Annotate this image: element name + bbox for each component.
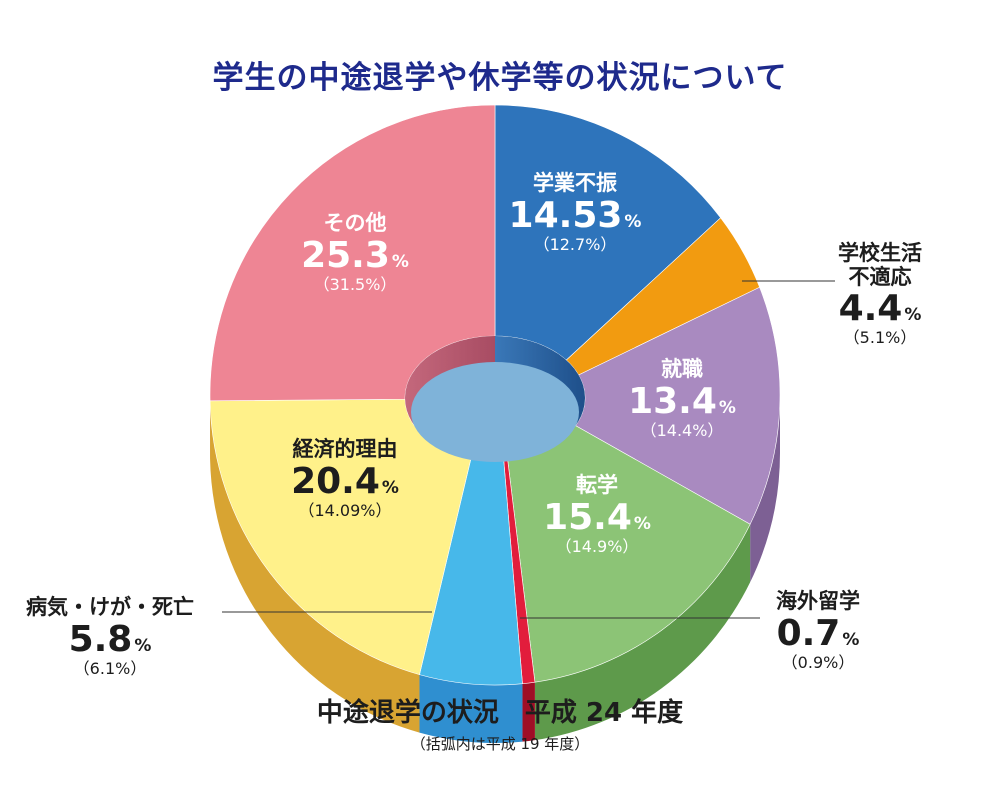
slice-previous: （6.1%） <box>73 658 147 678</box>
slice-previous: （14.09%） <box>298 500 392 520</box>
slice-side-3 <box>534 524 751 741</box>
slice-label: 学業不振 <box>532 171 617 195</box>
label-study-abroad: 海外留学 0.7% （0.9%） <box>776 589 860 672</box>
slice-value: 5.8 <box>68 618 133 660</box>
slice-previous: （12.7%） <box>533 234 617 254</box>
label-economic: 経済的理由 20.4% （14.09%） <box>291 437 399 520</box>
chart-subtitle: 中途退学の状況 平成 24 年度 <box>316 698 684 728</box>
chart-hole <box>405 336 585 462</box>
slice-value: 15.4 <box>543 496 632 538</box>
chart-title: 学生の中途退学や休学等の状況について <box>212 60 788 96</box>
chart-slices <box>209 104 781 686</box>
slice-label: その他 <box>323 211 387 235</box>
hole-floor <box>411 362 579 462</box>
chart-depth <box>210 395 780 744</box>
slice-label: 海外留学 <box>776 589 860 613</box>
slice-value: 4.4 <box>838 288 903 330</box>
slice-label-line2: 不適応 <box>848 264 912 289</box>
label-other: その他 25.3% （31.5%） <box>301 211 409 294</box>
slice-value: 14.53 <box>508 194 623 236</box>
label-transfer: 転学 15.4% （14.9%） <box>543 473 651 556</box>
chart-note: （括弧内は平成 19 年度） <box>410 735 590 753</box>
slice-previous: （14.4%） <box>640 420 724 440</box>
slice-value: 25.3 <box>301 234 390 276</box>
slice-value: 13.4 <box>628 380 717 422</box>
slice-label-line1: 学校生活 <box>838 241 922 265</box>
label-maladjustment: 学校生活 不適応 4.4% （5.1%） <box>838 241 922 348</box>
slice-value: 20.4 <box>291 460 380 502</box>
slice-side-4 <box>522 682 535 742</box>
slice-previous: （0.9%） <box>781 652 855 672</box>
slice-value: 0.7 <box>776 612 841 654</box>
slice-previous: （14.9%） <box>555 536 639 556</box>
label-academic: 学業不振 14.53% （12.7%） <box>508 171 642 254</box>
slice-label: 病気・けが・死亡 <box>26 595 194 619</box>
slice-previous: （31.5%） <box>313 274 397 294</box>
slice-label: 就職 <box>661 357 703 381</box>
slice-label: 転学 <box>576 473 618 497</box>
slice-side-5 <box>419 674 523 744</box>
slice-previous: （5.1%） <box>843 328 917 348</box>
label-illness: 病気・けが・死亡 5.8% （6.1%） <box>26 595 194 678</box>
label-employment: 就職 13.4% （14.4%） <box>628 357 736 440</box>
slice-label: 経済的理由 <box>292 437 398 461</box>
leader-lines <box>222 280 835 619</box>
slice-side-6 <box>210 400 420 733</box>
